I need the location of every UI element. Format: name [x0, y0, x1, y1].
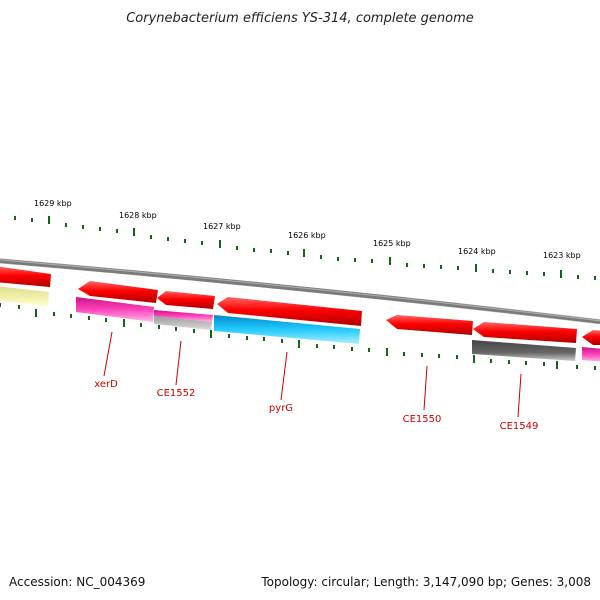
feature-bar-yellow[interactable]: [0, 286, 49, 306]
gene-label-CE1549[interactable]: CE1549: [500, 421, 539, 432]
kbp-label: 1623 kbp: [543, 251, 581, 260]
gene-arrow[interactable]: [0, 266, 51, 287]
feature-bar-magenta[interactable]: [154, 310, 213, 322]
kbp-label: 1627 kbp: [203, 222, 241, 231]
gene-arrow[interactable]: [78, 281, 158, 303]
kbp-label: 1626 kbp: [288, 231, 326, 240]
kbp-ruler: [14, 216, 596, 280]
gene-label-CE1552[interactable]: CE1552: [157, 388, 196, 399]
kbp-label: 1629 kbp: [34, 199, 72, 208]
kbp-label: 1628 kbp: [119, 211, 157, 220]
gene-label-CE1550[interactable]: CE1550: [403, 414, 442, 425]
gene-arrow[interactable]: [157, 291, 215, 309]
feature-bar-magenta[interactable]: [76, 297, 154, 322]
gene-labels: xerD CE1552 pyrG CE1550 CE1549: [94, 379, 538, 432]
feature-bar-cyan[interactable]: [214, 315, 360, 344]
gene-label-pyrG[interactable]: pyrG: [269, 403, 293, 414]
feature-bar-magenta[interactable]: [582, 347, 600, 362]
label-leaders: [103, 331, 522, 418]
kbp-label: 1624 kbp: [458, 247, 496, 256]
feature-bar-lightgrey[interactable]: [154, 316, 212, 330]
genome-info-text: Topology: circular; Length: 3,147,090 bp…: [260, 575, 591, 589]
gene-arrow[interactable]: [582, 330, 600, 345]
kbp-label: 1625 kbp: [373, 239, 411, 248]
kbp-labels: 1629 kbp 1628 kbp 1627 kbp 1626 kbp 1625…: [34, 199, 581, 260]
accession-text: Accession: NC_004369: [9, 575, 145, 589]
feature-bar-darkgrey[interactable]: [472, 340, 576, 361]
gene-arrow[interactable]: [386, 315, 473, 335]
lower-ruler: [0, 303, 596, 370]
forward-strand-genes: [0, 266, 600, 345]
gene-label-xerD[interactable]: xerD: [94, 379, 118, 390]
gene-arrow[interactable]: [473, 322, 577, 343]
feature-track: [0, 286, 600, 362]
map-title: Corynebacterium efficiens YS-314, comple…: [126, 11, 474, 26]
gene-arrow[interactable]: [217, 297, 362, 326]
